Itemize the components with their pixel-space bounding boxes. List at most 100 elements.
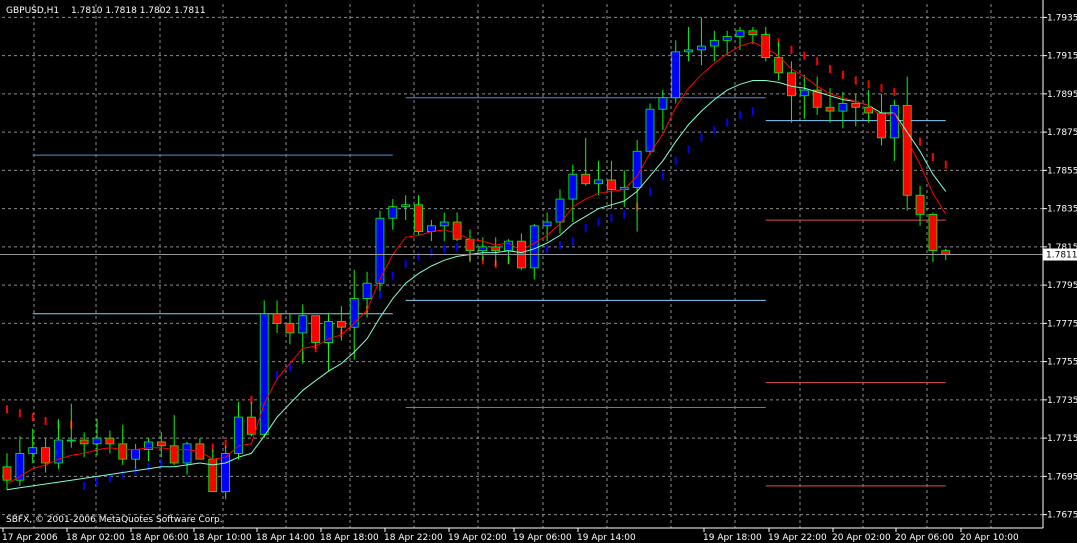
- x-tick-label: 18 Apr 18:00: [320, 533, 379, 543]
- x-tick-label: 19 Apr 14:00: [577, 533, 636, 543]
- candle-body: [568, 173, 578, 200]
- candle-body: [504, 240, 513, 252]
- candle-body: [491, 246, 501, 252]
- candle-body: [542, 221, 552, 227]
- candle-body: [375, 217, 385, 284]
- candle-body: [838, 103, 848, 112]
- candle-body: [118, 443, 128, 460]
- candle-body: [452, 221, 462, 240]
- candle-body: [362, 282, 372, 299]
- y-tick-label: 1.7815: [1047, 243, 1077, 253]
- x-tick-label: 18 Apr 10:00: [193, 533, 252, 543]
- candle-body: [684, 49, 693, 53]
- candle-body: [761, 34, 771, 58]
- candle-body: [388, 206, 398, 219]
- x-tick-label: 18 Apr 22:00: [384, 533, 443, 543]
- x-tick-label: 20 Apr 10:00: [960, 533, 1019, 543]
- x-tick-label: 18 Apr 14:00: [256, 533, 315, 543]
- x-tick-label: 18 Apr 02:00: [66, 533, 125, 543]
- y-tick-label: 1.7735: [1047, 396, 1077, 406]
- x-tick-label: 17 Apr 2006: [2, 533, 58, 543]
- candle-body: [66, 439, 76, 442]
- slow-moving-average: [6, 80, 947, 491]
- candle-body: [401, 204, 411, 208]
- candle-body: [285, 322, 295, 334]
- price-marker: 1.7811: [1043, 248, 1077, 261]
- fast-moving-average: [6, 41, 947, 485]
- ohlc-values: 1.7810 1.7818 1.7802 1.7811: [71, 6, 206, 16]
- candle-body: [941, 250, 951, 255]
- candle-body: [221, 453, 231, 493]
- candle-body: [658, 97, 668, 110]
- candle-body: [336, 321, 346, 328]
- candle-body: [28, 447, 38, 454]
- candle-body: [671, 51, 681, 99]
- x-tick-label: 18 Apr 06:00: [130, 533, 189, 543]
- candle-body: [311, 315, 321, 343]
- candle-body: [41, 447, 50, 464]
- candle-body: [169, 445, 179, 464]
- y-tick-label: 1.7795: [1047, 281, 1077, 291]
- candle-body: [799, 89, 809, 97]
- x-tick-label: 20 Apr 02:00: [832, 533, 891, 543]
- y-tick-label: 1.7695: [1047, 472, 1077, 482]
- candle-body: [144, 441, 153, 450]
- x-tick-label: 19 Apr 02:00: [448, 533, 507, 543]
- candle-body: [825, 106, 835, 112]
- candle-body: [54, 439, 63, 464]
- candle-body: [607, 179, 616, 190]
- candle-body: [234, 416, 243, 454]
- candle-body: [439, 221, 449, 227]
- candle-body: [414, 204, 423, 232]
- candle-body: [156, 441, 166, 447]
- horizontal-levels: [32, 97, 946, 487]
- symbol-label: GBPUSD,H1: [6, 6, 59, 16]
- candle-body: [246, 416, 256, 435]
- x-tick-label: 20 Apr 06:00: [895, 533, 954, 543]
- y-tick-label: 1.7675: [1047, 511, 1077, 521]
- candle-body: [851, 103, 861, 108]
- y-tick-label: 1.7875: [1047, 128, 1077, 138]
- candle-body: [774, 57, 783, 74]
- x-tick-label: 19 Apr 06:00: [513, 533, 572, 543]
- candle-body: [709, 39, 719, 47]
- y-tick-label: 1.7915: [1047, 52, 1077, 62]
- candle-body: [697, 45, 706, 51]
- moving-averages: [6, 41, 947, 491]
- y-tick-label: 1.7935: [1047, 13, 1077, 23]
- candle-body: [349, 298, 359, 328]
- candle-body: [324, 321, 333, 343]
- candle-body: [478, 246, 488, 252]
- candle-body: [92, 437, 102, 445]
- candle-body: [298, 315, 308, 334]
- copyright-label: SBFX, © 2001-2006 MetaQuotes Software Co…: [6, 515, 223, 525]
- candle-body: [182, 443, 192, 464]
- candle-body: [272, 313, 282, 324]
- y-tick-label: 1.7715: [1047, 434, 1077, 444]
- candle-body: [15, 453, 25, 481]
- candle-body: [889, 104, 899, 139]
- candle-body: [812, 89, 822, 108]
- candle-body: [465, 238, 475, 252]
- y-tick-label: 1.7835: [1047, 205, 1077, 215]
- candle-body: [259, 313, 269, 435]
- candle-body: [105, 437, 115, 445]
- axes: [0, 0, 1044, 529]
- candle-body: [632, 150, 642, 188]
- x-axis-ticks: 17 Apr 2006 18 Apr 02:00 18 Apr 06:00 18 Ap…: [2, 528, 1019, 543]
- x-tick-label: 19 Apr 18:00: [703, 533, 762, 543]
- candle-body: [915, 194, 925, 215]
- candle-body: [722, 36, 732, 41]
- candle-body: [928, 213, 938, 252]
- candle-body: [787, 72, 796, 97]
- y-tick-label: 1.7755: [1047, 358, 1077, 368]
- candle-body: [581, 173, 591, 185]
- candle-body: [529, 225, 539, 269]
- candle-body: [902, 104, 912, 196]
- candle-body: [748, 30, 758, 35]
- candle-body: [131, 449, 141, 460]
- candle-body: [2, 466, 12, 481]
- y-tick-label: 1.7775: [1047, 319, 1077, 329]
- price-marker-label: 1.7811: [1046, 251, 1077, 261]
